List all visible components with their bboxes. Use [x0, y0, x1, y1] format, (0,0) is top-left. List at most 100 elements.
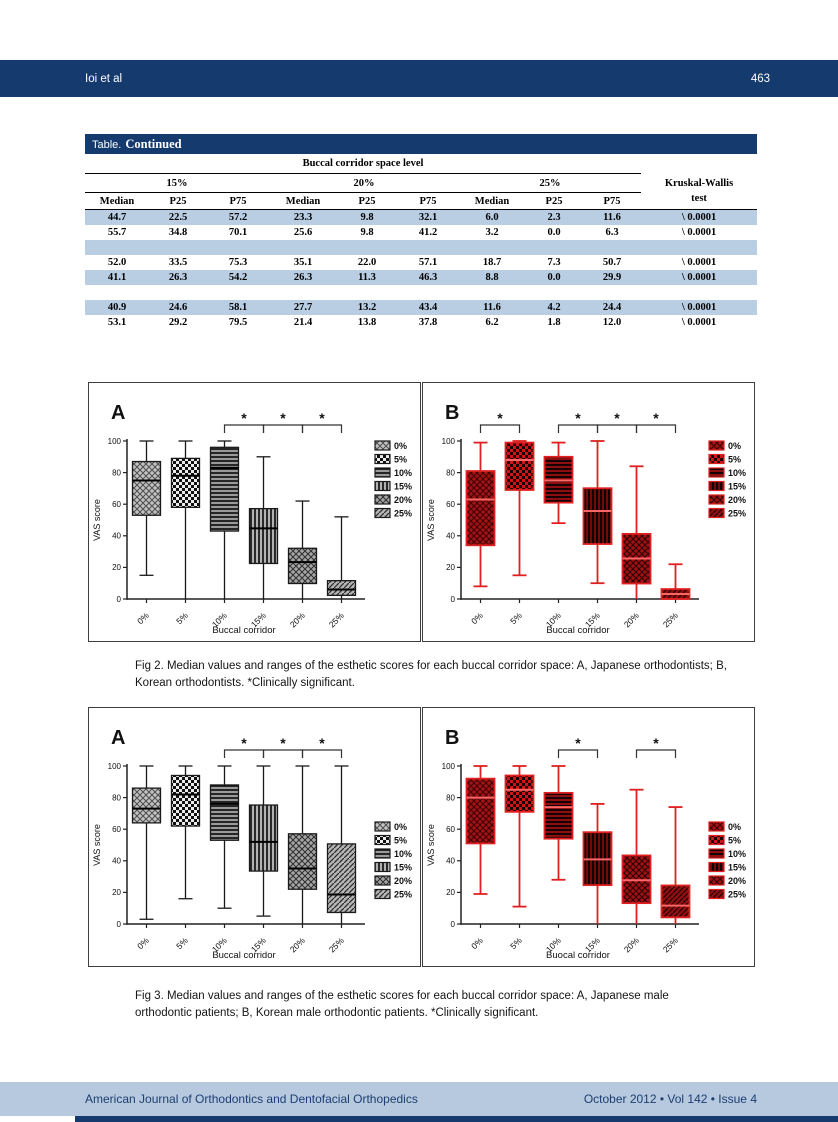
x-tick-label: 25%	[661, 610, 680, 629]
box-20%	[621, 788, 652, 924]
significance-asterisk: *	[241, 410, 247, 426]
legend-label: 25%	[394, 890, 412, 900]
legend-label: 5%	[394, 836, 407, 846]
legend-item-0%: 0%	[374, 821, 407, 832]
table-cell: 7.3	[547, 257, 561, 268]
subheader-median-3: Median	[459, 192, 525, 210]
y-axis-label: VAS score	[426, 824, 436, 866]
table-cell: 13.8	[357, 317, 377, 328]
significance-bracket: *	[262, 410, 304, 433]
significance-bracket: *	[223, 410, 265, 433]
legend-label: 10%	[394, 468, 412, 478]
legend-item-20%: 20%	[708, 875, 746, 886]
panel-label: A	[111, 402, 125, 424]
x-tick-label: 0%	[135, 610, 151, 626]
box-25%	[660, 806, 691, 924]
subheader-p75-2: P75	[397, 192, 459, 210]
y-tick-label: 20	[446, 563, 455, 572]
footer-journal-title: American Journal of Orthodontics and Den…	[85, 1092, 418, 1106]
y-tick-label: 100	[108, 762, 122, 771]
table-row: 41.1 26.3 54.2 26.3 11.3 46.3 8.8 0.0 29.9 \ 0.00…	[85, 270, 758, 285]
x-tick-label: 20%	[288, 610, 307, 629]
box-20%	[621, 465, 652, 599]
x-tick-label: 5%	[174, 935, 190, 951]
legend-item-5%: 5%	[708, 453, 741, 465]
legend-label: 5%	[394, 455, 407, 465]
kruskal-wallis-header: Kruskal-Wallis test	[641, 173, 758, 210]
significance-bracket: *	[301, 735, 343, 758]
legend-label: 10%	[394, 849, 412, 859]
fig3B-chart: B 0 20 40 60 80 100 VAS score 0% 5% 10% 15% 20% 25% Bu…	[426, 727, 746, 961]
box-10%	[209, 765, 240, 909]
box-0%	[465, 765, 496, 895]
box-5%	[170, 440, 201, 599]
legend-label: 25%	[728, 509, 746, 519]
group-header-15: 15%	[85, 173, 269, 193]
table-cell: 11.6	[459, 300, 525, 315]
significance-asterisk: *	[280, 735, 286, 751]
subheader-p25-3: P25	[525, 192, 583, 210]
box-10%	[209, 440, 240, 599]
subheader-p75-3: P75	[583, 192, 642, 210]
box-20%	[287, 765, 318, 924]
x-tick-label: 25%	[661, 935, 680, 954]
significance-asterisk: *	[497, 410, 503, 426]
table-cell: 41.1	[85, 270, 149, 285]
table-cell: 11.6	[583, 209, 642, 225]
table-cell: 29.2	[168, 317, 188, 328]
significance-asterisk: *	[614, 410, 620, 426]
box-10%	[543, 765, 574, 881]
table-cell: 54.2	[207, 270, 269, 285]
y-axis-label: VAS score	[92, 824, 102, 866]
table-cell: 55.7	[107, 227, 127, 238]
legend-label: 20%	[394, 876, 412, 886]
subheader-p25-1: P25	[149, 192, 207, 210]
box-15%	[248, 456, 279, 599]
panel-label: A	[111, 727, 125, 749]
x-axis-label: Buccal corridor	[546, 625, 609, 636]
legend-item-25%: 25%	[708, 507, 746, 519]
box-15%	[582, 803, 613, 924]
table-spacer-cell	[85, 240, 758, 255]
subheader-p25-2: P25	[337, 192, 397, 210]
legend-item-20%: 20%	[374, 875, 412, 886]
y-tick-label: 40	[112, 857, 121, 866]
figure3-caption: Fig 3. Median values and ranges of the e…	[135, 990, 669, 1019]
y-axis-label: VAS score	[426, 499, 436, 541]
x-tick-label: 25%	[327, 935, 346, 954]
legend-item-15%: 15%	[374, 861, 412, 873]
box-25%	[326, 765, 357, 924]
table-cell: 40.9	[85, 300, 149, 315]
span-header-empty-cell	[641, 154, 757, 174]
table-row: 52.0 33.5 75.3 35.1 22.0 57.1 18.7 7.3 50.7 \ 0.0…	[85, 255, 757, 270]
group-header-20: 20%	[269, 173, 459, 193]
box-0%	[131, 440, 162, 576]
y-tick-label: 40	[446, 532, 455, 541]
box-15%	[248, 765, 279, 917]
legend-label: 10%	[728, 849, 746, 859]
table-row: 53.1 29.2 79.5 21.4 13.8 37.8 6.2 1.8 12.0 \ 0.00…	[85, 315, 757, 330]
legend-item-10%: 10%	[708, 848, 746, 859]
table-cell: 41.2	[418, 227, 438, 238]
span-header-cell: Buccal corridor space level	[85, 154, 642, 174]
running-head-authors: Ioi et al	[85, 72, 123, 85]
table-spacer-cell	[85, 285, 757, 300]
fig2A-chart: A 0 20 40 60 80 100 VAS score 0% 5% 10% 15% 20% 25% Bu…	[92, 402, 412, 636]
box-25%	[326, 516, 357, 599]
table-cell: 44.7	[85, 209, 149, 225]
table-cell: 6.2	[485, 317, 499, 328]
legend-item-25%: 25%	[374, 888, 412, 900]
table-cell: 22.5	[149, 209, 207, 225]
table-cell: 57.1	[418, 257, 438, 268]
table-cell: 4.2	[525, 300, 583, 315]
table-cell: 26.3	[269, 270, 337, 285]
legend-label: 15%	[394, 863, 412, 873]
y-axis-label: VAS score	[92, 499, 102, 541]
legend-item-5%: 5%	[374, 834, 407, 846]
significance-bracket: *	[479, 410, 521, 433]
significance-bracket: *	[635, 410, 677, 433]
y-tick-label: 80	[446, 468, 455, 477]
legend-item-0%: 0%	[708, 821, 741, 832]
panel-label: B	[445, 727, 459, 749]
table-cell: 22.0	[357, 257, 377, 268]
